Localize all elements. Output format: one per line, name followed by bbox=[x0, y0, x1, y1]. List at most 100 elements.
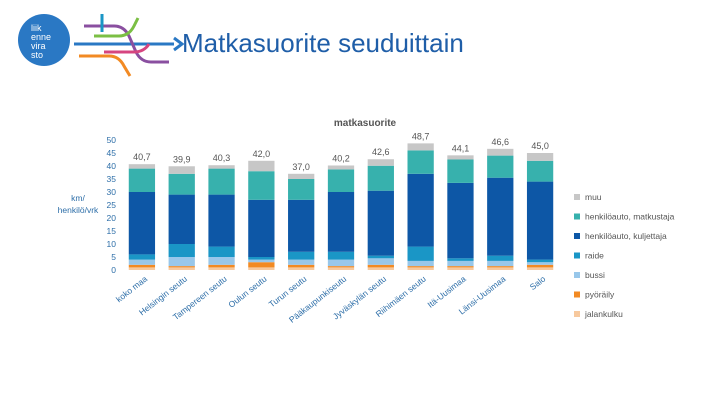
bar-segment-muu bbox=[447, 155, 474, 160]
bar-segment-muu bbox=[327, 165, 355, 170]
total-value-label: 42,6 bbox=[372, 147, 390, 157]
logo-text-line: sto bbox=[31, 50, 44, 60]
y-tick-label: 0 bbox=[111, 265, 116, 275]
bar-segment-bussi bbox=[168, 257, 195, 267]
bar-segment-muu bbox=[487, 148, 514, 156]
legend-swatch-raide bbox=[574, 252, 580, 259]
bar-segment-henkiloauto_kuljettaja bbox=[487, 177, 514, 256]
bar-segment-henkiloauto_kuljettaja bbox=[128, 192, 156, 255]
total-value-label: 42,0 bbox=[253, 149, 271, 159]
legend-swatch-pyoraily bbox=[574, 291, 580, 298]
bar-segment-henkiloauto_matkustaja bbox=[208, 168, 235, 195]
bar-segment-raide bbox=[327, 251, 355, 260]
bar-segment-jalankulku bbox=[128, 267, 156, 270]
bar-segment-henkiloauto_matkustaja bbox=[367, 165, 394, 191]
legend-label: bussi bbox=[585, 270, 605, 280]
y-tick-label: 25 bbox=[107, 200, 117, 210]
total-value-label: 45,0 bbox=[531, 141, 549, 151]
bar-segment-muu bbox=[526, 153, 554, 161]
legend-swatch-henkiloauto_matkustaja bbox=[574, 213, 580, 220]
legend-label: jalankulku bbox=[584, 309, 623, 319]
category-label: koko maa bbox=[114, 274, 149, 305]
bar-segment-pyoraily bbox=[487, 266, 514, 268]
bar-segment-bussi bbox=[248, 259, 275, 263]
bar-segment-henkiloauto_matkustaja bbox=[407, 150, 434, 174]
y-axis-label: km/ bbox=[71, 193, 85, 203]
logo-text-line: vira bbox=[31, 41, 46, 51]
bar-segment-raide bbox=[407, 246, 434, 261]
bar-segment-raide bbox=[526, 259, 554, 263]
y-tick-label: 50 bbox=[107, 135, 117, 145]
y-tick-label: 20 bbox=[107, 213, 117, 223]
bar-segment-jalankulku bbox=[447, 267, 474, 270]
category-label: Salo bbox=[528, 274, 548, 293]
bar-segment-henkiloauto_kuljettaja bbox=[367, 190, 394, 256]
bar-segment-muu bbox=[208, 165, 235, 169]
bar-segment-bussi bbox=[447, 260, 474, 267]
total-value-label: 37,0 bbox=[292, 162, 310, 172]
total-value-label: 39,9 bbox=[173, 154, 191, 164]
bar-segment-pyoraily bbox=[367, 264, 394, 268]
bar-segment-henkiloauto_matkustaja bbox=[447, 159, 474, 183]
bar-segment-bussi bbox=[407, 260, 434, 267]
bar-segment-bussi bbox=[208, 257, 235, 265]
y-tick-label: 30 bbox=[107, 187, 117, 197]
bar-segment-pyoraily bbox=[208, 264, 235, 268]
y-tick-label: 5 bbox=[111, 252, 116, 262]
legend-swatch-jalankulku bbox=[574, 311, 580, 317]
bar-segment-henkiloauto_kuljettaja bbox=[407, 173, 434, 247]
bar-segment-raide bbox=[208, 246, 235, 257]
total-value-label: 48,7 bbox=[412, 131, 430, 141]
logo-text-line: enne bbox=[31, 32, 52, 42]
bar-segment-henkiloauto_kuljettaja bbox=[248, 199, 275, 257]
legend-label: pyöräily bbox=[585, 290, 615, 300]
chart-title: matkasuorite bbox=[334, 118, 397, 129]
bar-segment-jalankulku bbox=[168, 267, 195, 270]
legend-swatch-muu bbox=[574, 194, 580, 200]
legend-label: henkilöauto, kuljettaja bbox=[585, 231, 667, 241]
total-value-label: 40,3 bbox=[213, 153, 231, 163]
bar-segment-muu bbox=[367, 159, 394, 166]
bar-segment-henkiloauto_kuljettaja bbox=[168, 194, 195, 244]
stacked-bar-chart: matkasuorite km/henkilö/vrk 0 5 10 15 20 25 30 35… bbox=[58, 118, 675, 325]
slide-title: Matkasuorite seuduittain bbox=[182, 28, 464, 58]
y-tick-label: 15 bbox=[107, 226, 117, 236]
legend-swatch-henkiloauto_kuljettaja bbox=[574, 233, 580, 239]
bar-segment-jalankulku bbox=[208, 267, 235, 270]
logo-arrows-graphic bbox=[74, 14, 184, 77]
bar-segment-henkiloauto_matkustaja bbox=[128, 168, 156, 192]
bar-segment-jalankulku bbox=[248, 267, 275, 270]
bar-segment-muu bbox=[168, 166, 195, 174]
bar-segment-muu bbox=[248, 160, 275, 172]
bar-segment-jalankulku bbox=[288, 267, 315, 270]
bar-segment-raide bbox=[447, 258, 474, 261]
bar-segment-jalankulku bbox=[327, 267, 355, 270]
bar-segment-pyoraily bbox=[407, 266, 434, 268]
bar-segment-henkiloauto_kuljettaja bbox=[327, 192, 355, 252]
chart-container: matkasuorite km/henkilö/vrk 0 5 10 15 20 25 30 35… bbox=[0, 100, 720, 405]
bar-segment-raide bbox=[367, 255, 394, 259]
bar-segment-henkiloauto_kuljettaja bbox=[447, 182, 474, 259]
bar-segment-muu bbox=[288, 173, 315, 179]
bar-segment-bussi bbox=[367, 258, 394, 265]
bar-segment-pyoraily bbox=[288, 264, 315, 268]
total-value-label: 40,7 bbox=[133, 152, 151, 162]
bar-segment-henkiloauto_matkustaja bbox=[526, 160, 554, 182]
bar-segment-pyoraily bbox=[526, 264, 554, 268]
bar-segment-jalankulku bbox=[407, 267, 434, 270]
bar-segment-jalankulku bbox=[526, 267, 554, 270]
category-label: Oulun seutu bbox=[226, 274, 268, 310]
bar-segment-pyoraily bbox=[168, 266, 195, 268]
y-tick-label: 10 bbox=[107, 239, 117, 249]
bar-segment-pyoraily bbox=[248, 262, 275, 268]
bar-segment-raide bbox=[288, 251, 315, 260]
bar-segment-jalankulku bbox=[367, 267, 394, 270]
bar-segment-henkiloauto_matkustaja bbox=[487, 155, 514, 178]
bar-segment-muu bbox=[407, 143, 434, 151]
bar-segment-bussi bbox=[288, 259, 315, 265]
legend-swatch-bussi bbox=[574, 272, 580, 278]
bar-segment-henkiloauto_matkustaja bbox=[248, 171, 275, 200]
logo-text-line: liik bbox=[31, 23, 42, 33]
bar-segment-pyoraily bbox=[327, 266, 355, 268]
legend-label: muu bbox=[585, 192, 602, 202]
